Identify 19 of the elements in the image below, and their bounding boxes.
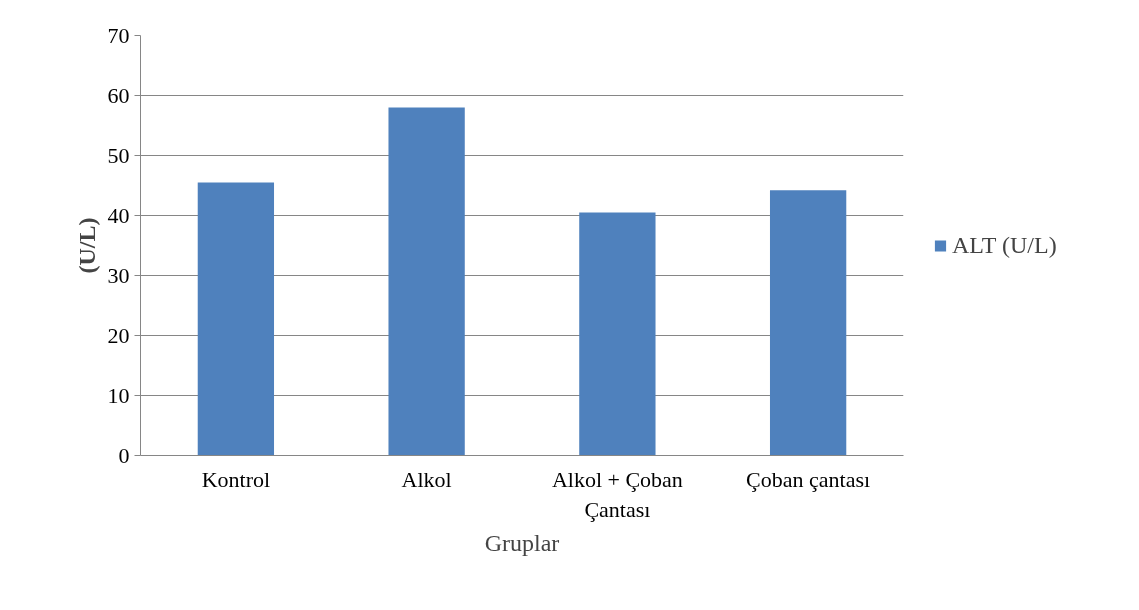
x-tick-label: Alkol + Çoban Çantası [551,466,683,522]
bar [388,107,465,456]
bar [197,182,275,456]
y-tick-label: 50 [107,142,130,168]
y-tick-label: 20 [107,322,130,348]
y-tick-label: 30 [107,262,130,288]
y-tick-label: 70 [107,22,130,48]
y-axis-title: (U/L) [73,217,100,274]
bar [769,190,847,456]
x-tick-label: Çoban çantası [746,466,871,492]
y-tick-label: 60 [107,82,130,108]
x-tick-label: Kontrol [201,466,271,492]
bar [579,212,656,456]
y-tick-label: 10 [107,382,130,408]
y-tick-label: 40 [107,202,130,228]
legend-label: ALT (U/L) [952,231,1057,259]
x-tick-label: Alkol [401,466,452,492]
x-axis-title: Gruplar [484,529,560,556]
y-tick-label: 0 [118,442,130,468]
